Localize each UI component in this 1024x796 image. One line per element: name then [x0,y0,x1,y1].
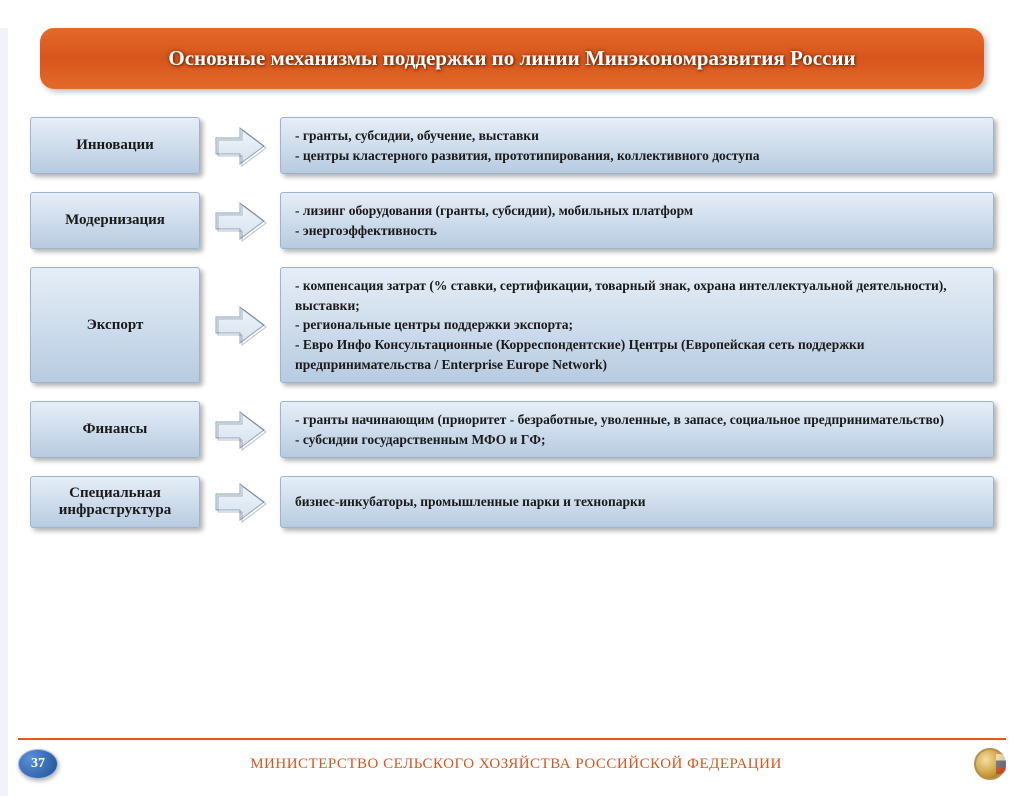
mechanism-row: Экспорт - компенсация затрат (% ставки, с… [30,267,994,383]
category-box: Инновации [30,117,200,174]
mechanism-row: Специальная инфраструктура бизнес-инкубат… [30,476,994,528]
description-box: - компенсация затрат (% ставки, сертифик… [280,267,994,383]
arrow-wrap [200,267,280,383]
footer-ministry-text: МИНИСТЕРСТВО СЕЛЬСКОГО ХОЗЯЙСТВА РОССИЙС… [76,756,956,773]
arrow-wrap [200,117,280,174]
description-line: - компенсация затрат (% ставки, сертифик… [295,276,979,315]
category-box: Модернизация [30,192,200,249]
content-area: Инновации - гранты, субсидии, обучение, в… [30,117,994,528]
title-banner: Основные механизмы поддержки по линии Ми… [40,28,984,89]
description-line: - центры кластерного развития, прототипи… [295,146,979,166]
category-box: Специальная инфраструктура [30,476,200,528]
arrow-icon [212,199,268,243]
page-number-badge: 37 [18,749,58,779]
mechanism-row: Финансы - гранты начинающим (приоритет - … [30,401,994,458]
description-line: - энергоэффективность [295,221,979,241]
left-edge-decoration [0,28,8,796]
description-line: - Евро Инфо Консультационные (Корреспонд… [295,335,979,374]
page-number: 37 [31,756,45,772]
category-box: Финансы [30,401,200,458]
description-line: бизнес-инкубаторы, промышленные парки и … [295,492,979,512]
description-box: - лизинг оборудования (гранты, субсидии)… [280,192,994,249]
arrow-icon [212,480,268,524]
description-line: - региональные центры поддержки экспорта… [295,315,979,335]
arrow-icon [212,124,268,168]
description-line: - лизинг оборудования (гранты, субсидии)… [295,201,979,221]
arrow-wrap [200,401,280,458]
description-box: - гранты начинающим (приоритет - безрабо… [280,401,994,458]
arrow-icon [212,408,268,452]
category-box: Экспорт [30,267,200,383]
description-line: - гранты, субсидии, обучение, выставки [295,126,979,146]
slide-title: Основные механизмы поддержки по линии Ми… [168,46,855,70]
footer: 37 МИНИСТЕРСТВО СЕЛЬСКОГО ХОЗЯЙСТВА РОСС… [0,748,1024,780]
description-box: - гранты, субсидии, обучение, выставки- … [280,117,994,174]
mechanism-row: Модернизация - лизинг оборудования (грант… [30,192,994,249]
mechanism-row: Инновации - гранты, субсидии, обучение, в… [30,117,994,174]
description-box: бизнес-инкубаторы, промышленные парки и … [280,476,994,528]
arrow-wrap [200,476,280,528]
arrow-icon [212,303,268,347]
arrow-wrap [200,192,280,249]
ministry-logo-icon [974,748,1006,780]
description-line: - гранты начинающим (приоритет - безрабо… [295,410,979,430]
footer-divider [18,738,1006,740]
description-line: - субсидии государственным МФО и ГФ; [295,430,979,450]
